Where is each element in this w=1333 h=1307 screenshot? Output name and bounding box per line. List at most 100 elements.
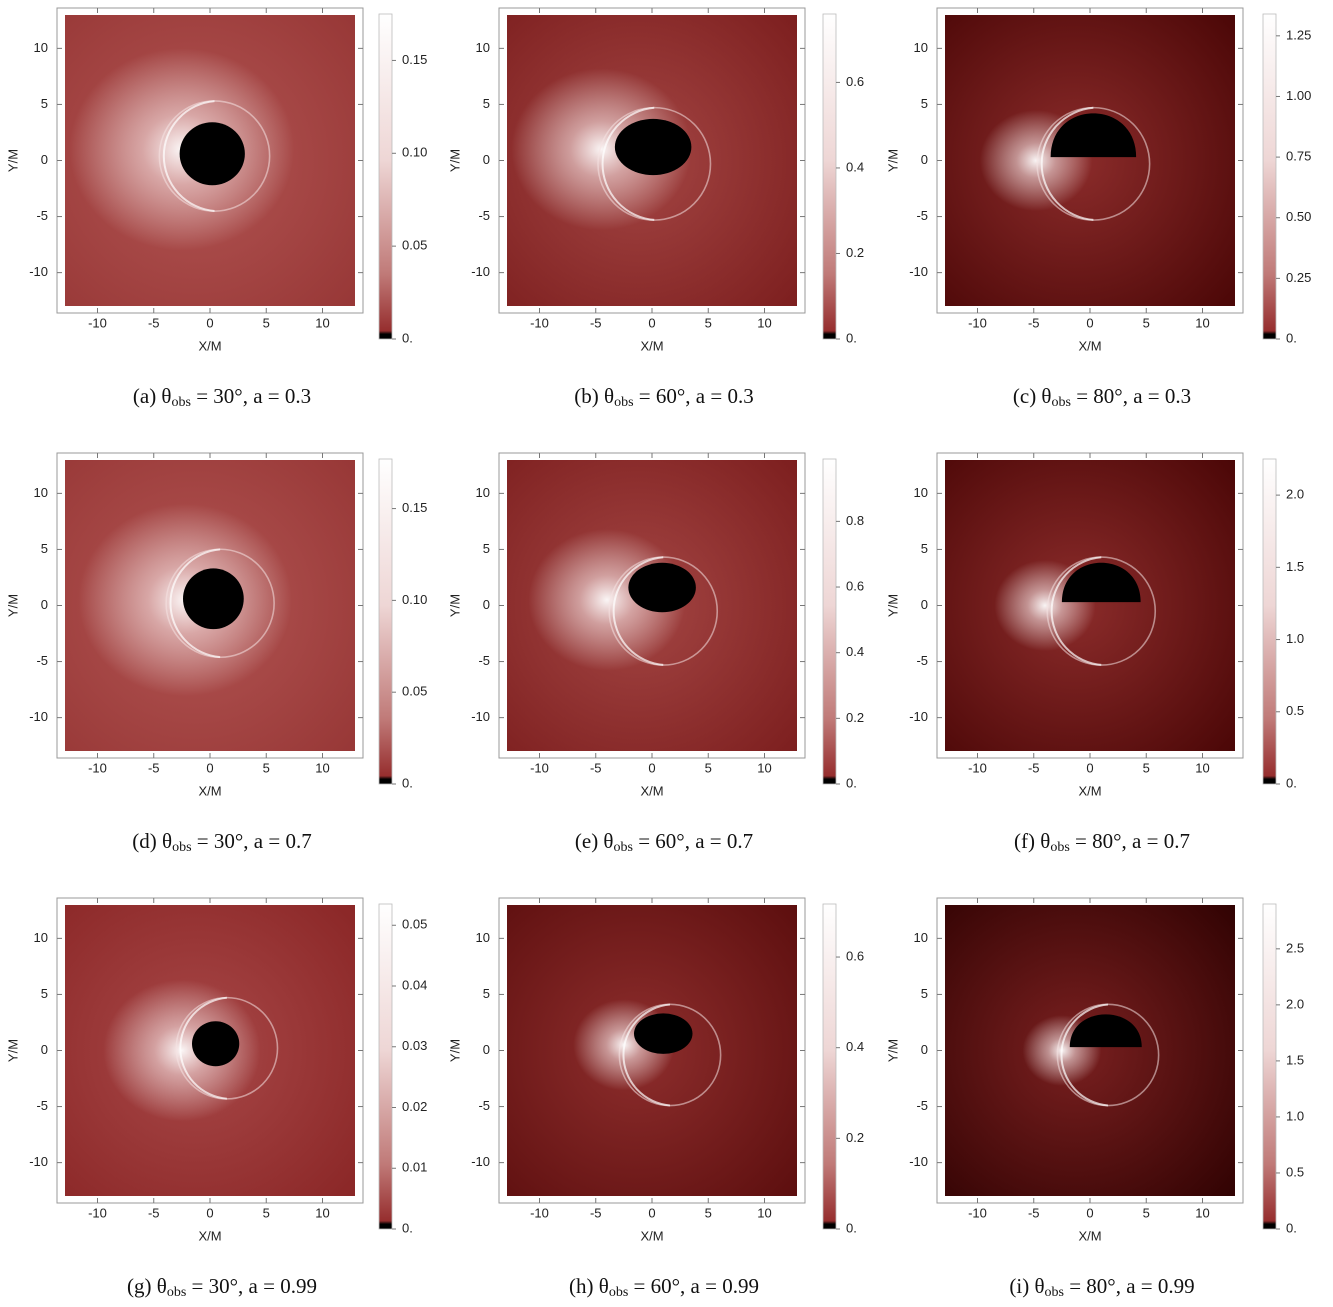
colorbar-tick-label: 1.0 <box>1286 1108 1304 1123</box>
image <box>65 460 355 751</box>
x-axis-label: X/M <box>1078 338 1101 353</box>
colorbar-tick-label: 0.10 <box>402 145 427 160</box>
caption: (g) θobs = 30°, a = 0.99 <box>127 1274 317 1300</box>
colorbar-tick-label: 0. <box>846 1220 857 1235</box>
caption: (a) θobs = 30°, a = 0.3 <box>133 384 311 410</box>
y-axis-label: Y/M <box>447 594 462 617</box>
panel: -10 -5 0 5 10 -10 -5 0 5 10 X/M Y/M 0. 0.2 0.4 0.6 (b) θ… <box>447 7 864 410</box>
caption-text: = 80°, a = 0.99 <box>1064 1274 1195 1298</box>
y-tick-label: -10 <box>909 709 928 724</box>
ring-bright <box>162 100 215 212</box>
y-tick-label: -10 <box>909 264 928 279</box>
panel: -10 -5 0 5 10 -10 -5 0 5 10 X/M Y/M 0. 0.25 0.50 0.75 1.… <box>885 7 1311 410</box>
image <box>945 15 1235 306</box>
y-axis-label: Y/M <box>5 1039 20 1062</box>
image <box>945 460 1235 751</box>
photon-ring <box>597 106 712 221</box>
y-tick-label: 5 <box>921 986 928 1001</box>
shadow <box>1069 1014 1142 1048</box>
colorbar-tick-label: 0.02 <box>402 1099 427 1114</box>
caption: (d) θobs = 30°, a = 0.7 <box>132 829 311 855</box>
caption-text: (b) θ <box>574 384 614 408</box>
x-tick-label: -10 <box>968 315 987 330</box>
colorbar-tick-label: 0.15 <box>402 52 427 67</box>
y-tick-label: 0 <box>483 152 490 167</box>
y-tick-label: -10 <box>29 709 48 724</box>
ring-bright <box>612 556 664 666</box>
panel: -10 -5 0 5 10 -10 -5 0 5 10 X/M Y/M 0. 0.2 0.4 0.6 0.8 (e… <box>447 452 864 855</box>
x-tick-label: -5 <box>590 1205 602 1220</box>
colorbar <box>822 903 837 1230</box>
photon-ring <box>608 556 719 666</box>
caption-text: (h) θ <box>569 1274 609 1298</box>
image <box>507 905 797 1196</box>
caption-text: (c) θ <box>1013 384 1052 408</box>
y-tick-label: 5 <box>41 541 48 556</box>
shadow <box>634 1013 693 1054</box>
colorbar-tick-label: 0. <box>402 775 413 790</box>
x-tick-label: 5 <box>705 1205 712 1220</box>
colorbar-tick-label: 0.01 <box>402 1160 427 1175</box>
colorbar <box>1262 458 1277 785</box>
x-tick-label: 10 <box>315 315 329 330</box>
caption-text: = 30°, a = 0.99 <box>186 1274 317 1298</box>
x-tick-label: 10 <box>315 1205 329 1220</box>
y-tick-label: 5 <box>483 96 490 111</box>
y-tick-label: 10 <box>34 485 48 500</box>
caption: (i) θobs = 80°, a = 0.99 <box>1009 1274 1194 1300</box>
photon-ring <box>175 996 279 1100</box>
colorbar-tick-label: 0.6 <box>846 74 864 89</box>
x-tick-label: 10 <box>1195 315 1209 330</box>
y-tick-label: 10 <box>476 40 490 55</box>
shadow <box>628 562 696 613</box>
photon-ring <box>1056 1003 1160 1107</box>
y-tick-label: -5 <box>916 1098 928 1113</box>
image <box>65 15 355 306</box>
y-tick-label: 10 <box>476 485 490 500</box>
x-tick-label: -5 <box>1028 1205 1040 1220</box>
x-tick-label: 0 <box>1086 760 1093 775</box>
colorbar-tick-label: 2.5 <box>1286 940 1304 955</box>
x-axis-label: X/M <box>198 1228 221 1243</box>
y-tick-label: 0 <box>921 597 928 612</box>
y-tick-label: 5 <box>41 986 48 1001</box>
x-tick-label: -5 <box>148 315 160 330</box>
glow <box>528 529 686 671</box>
x-tick-label: 5 <box>705 315 712 330</box>
panel: -10 -5 0 5 10 -10 -5 0 5 10 X/M Y/M 0. 0.5 1.0 1.5 2.0 (f… <box>885 452 1304 855</box>
y-tick-label: 5 <box>483 541 490 556</box>
x-tick-label: -5 <box>1028 760 1040 775</box>
caption-subscript: obs <box>614 840 633 855</box>
x-tick-label: -5 <box>590 315 602 330</box>
x-tick-label: 5 <box>1143 315 1150 330</box>
colorbar-tick-label: 0.05 <box>402 238 427 253</box>
colorbar-tick-label: 0.2 <box>846 710 864 725</box>
x-tick-label: 10 <box>1195 1205 1209 1220</box>
shadow <box>183 568 244 630</box>
y-tick-label: 0 <box>921 1042 928 1057</box>
y-axis-label: Y/M <box>5 594 20 617</box>
y-tick-label: -5 <box>36 1098 48 1113</box>
y-tick-label: -10 <box>29 1154 48 1169</box>
colorbar-tick-label: 0.8 <box>846 513 864 528</box>
y-tick-label: -10 <box>471 709 490 724</box>
colorbar-tick-label: 0.6 <box>846 578 864 593</box>
colorbar <box>1262 13 1277 340</box>
ring-bright <box>1050 556 1102 666</box>
colorbar-tick-label: 0. <box>1286 330 1297 345</box>
x-tick-label: -5 <box>590 760 602 775</box>
y-tick-label: -5 <box>36 653 48 668</box>
caption-text: (g) θ <box>127 1274 167 1298</box>
x-tick-label: -10 <box>88 1205 107 1220</box>
y-axis-label: Y/M <box>885 594 900 617</box>
x-tick-label: -10 <box>530 760 549 775</box>
caption-subscript: obs <box>172 840 191 855</box>
y-tick-label: -5 <box>478 653 490 668</box>
caption-subscript: obs <box>167 1285 186 1300</box>
x-tick-label: -10 <box>530 1205 549 1220</box>
x-tick-label: 5 <box>263 1205 270 1220</box>
colorbar-tick-label: 1.5 <box>1286 559 1304 574</box>
colorbar-tick-label: 0.4 <box>846 1039 864 1054</box>
caption-text: = 60°, a = 0.7 <box>633 829 753 853</box>
colorbar-tick-label: 0.05 <box>402 684 427 699</box>
